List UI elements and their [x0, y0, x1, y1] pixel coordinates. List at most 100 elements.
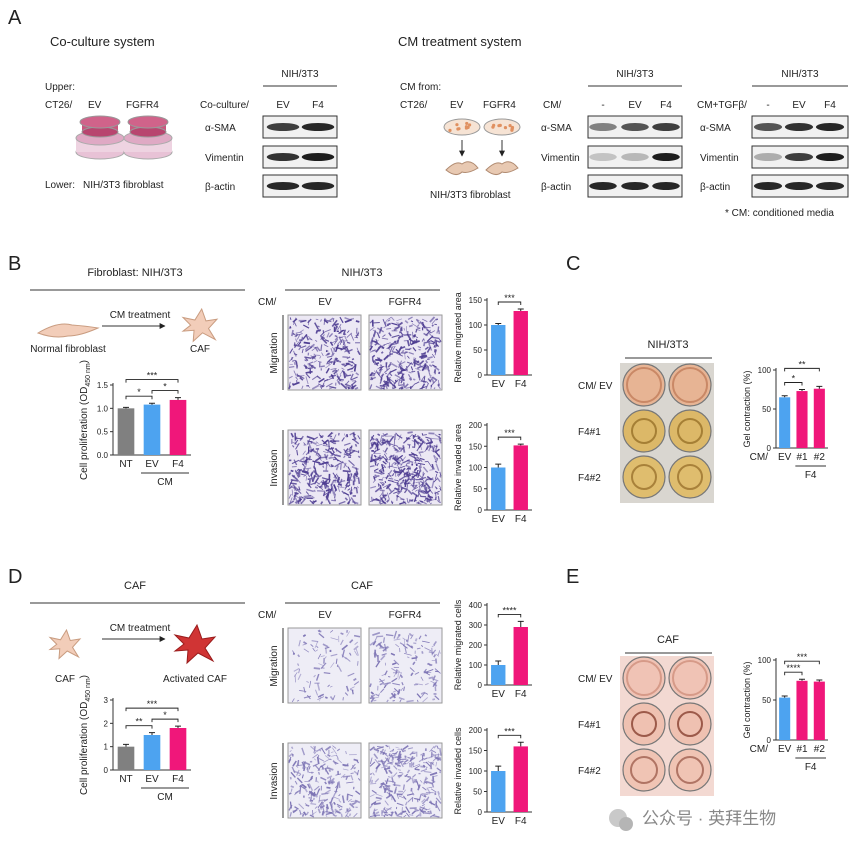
- panel-title: NIH/3T3: [342, 267, 383, 279]
- micrograph-texture: [318, 433, 321, 436]
- micrograph-texture: [415, 683, 423, 686]
- micrograph-texture: [385, 793, 393, 799]
- micrograph-texture: [327, 431, 333, 438]
- micrograph-texture: [302, 813, 305, 817]
- micrograph-texture: [313, 785, 320, 791]
- micrograph-texture: [373, 329, 376, 337]
- micrograph-texture: [307, 361, 314, 365]
- micrograph-texture: [332, 760, 337, 765]
- micrograph-texture: [349, 688, 354, 692]
- micrograph-texture: [410, 370, 414, 373]
- micrograph-texture: [304, 356, 312, 359]
- micrograph-texture: [357, 350, 361, 356]
- micrograph-texture: [350, 774, 354, 781]
- error-bar: [517, 620, 524, 627]
- micrograph-texture: [400, 386, 404, 390]
- micrograph-texture: [406, 333, 412, 340]
- micrograph-texture: [434, 695, 440, 701]
- label: CAF: [55, 674, 75, 685]
- micrograph-texture: [376, 339, 379, 342]
- significance-label: ***: [147, 699, 158, 709]
- micrograph-texture: [420, 352, 426, 355]
- x-tick-label: #1: [796, 452, 808, 463]
- micrograph-texture: [301, 385, 304, 390]
- micrograph-texture: [407, 462, 410, 464]
- micrograph-texture: [328, 769, 332, 773]
- micrograph-texture: [356, 486, 359, 489]
- watermark: 公众号 · 英拜生物: [642, 809, 776, 828]
- blot-band: [621, 123, 649, 131]
- y-axis-label: Cell proliferation (OD450 nm): [79, 675, 92, 795]
- micrograph-texture: [431, 761, 435, 765]
- micrograph-texture: [413, 360, 416, 367]
- dish-cell: [492, 123, 496, 127]
- y-tick-label: 0: [104, 766, 109, 775]
- micrograph-texture: [302, 450, 306, 455]
- micrograph-texture: [296, 468, 300, 471]
- micrograph-texture: [336, 664, 339, 667]
- micrograph-texture: [374, 778, 380, 783]
- micrograph-texture: [369, 746, 375, 752]
- micrograph-texture: [391, 340, 397, 345]
- micrograph-texture: [418, 451, 424, 454]
- micrograph-texture: [288, 471, 292, 476]
- micrograph-texture: [397, 495, 402, 499]
- micrograph-texture: [345, 434, 349, 438]
- micrograph-texture: [322, 465, 325, 468]
- gel-well: [668, 409, 712, 453]
- micrograph-texture: [390, 652, 396, 656]
- micrograph-texture: [344, 318, 352, 324]
- micrograph-texture: [429, 445, 432, 448]
- micrograph-texture: [297, 341, 302, 346]
- micrograph-texture: [350, 445, 353, 452]
- micrograph-texture: [336, 758, 342, 764]
- micrograph-texture: [427, 487, 434, 494]
- micrograph-texture: [415, 470, 419, 476]
- micrograph-texture: [334, 335, 338, 337]
- micrograph-texture: [355, 470, 358, 476]
- micrograph-texture: [305, 475, 308, 481]
- micrograph-texture: [335, 784, 339, 789]
- micrograph-texture: [294, 497, 298, 502]
- micrograph-texture: [429, 810, 432, 815]
- micrograph-texture: [347, 809, 352, 813]
- micrograph-texture: [425, 499, 430, 503]
- gel-disc: [630, 756, 658, 784]
- micrograph-texture: [393, 695, 395, 698]
- micrograph-texture: [294, 333, 298, 338]
- micrograph-texture: [308, 386, 311, 388]
- micrograph-texture: [414, 768, 420, 771]
- micrograph-texture: [351, 801, 357, 806]
- micrograph-texture: [348, 793, 354, 797]
- micrograph-texture: [382, 483, 391, 489]
- micrograph-texture: [306, 764, 310, 770]
- blot-band: [784, 182, 814, 190]
- micrograph-texture: [311, 355, 317, 360]
- label: CM/: [258, 610, 277, 621]
- micrograph-texture: [416, 327, 421, 330]
- micrograph-texture: [295, 436, 298, 440]
- micrograph-texture: [427, 755, 434, 759]
- micrograph-texture: [291, 445, 295, 448]
- micrograph-texture: [344, 448, 349, 454]
- blot-band: [815, 153, 845, 161]
- blot-row-label: Vimentin: [205, 153, 244, 164]
- micrograph-texture: [328, 386, 335, 390]
- micrograph-texture: [374, 486, 382, 493]
- micrograph-texture: [293, 344, 302, 348]
- y-tick-label: 0: [478, 506, 483, 515]
- micrograph-texture: [425, 766, 428, 770]
- micrograph-texture: [406, 760, 411, 764]
- micrograph-texture: [350, 763, 356, 771]
- micrograph-texture: [336, 803, 343, 808]
- micrograph-texture: [331, 319, 338, 328]
- micrograph-texture: [392, 383, 397, 389]
- micrograph-texture: [319, 331, 325, 337]
- micrograph-texture: [411, 463, 414, 466]
- panel-title: NIH/3T3: [648, 339, 689, 351]
- micrograph-texture: [288, 752, 294, 758]
- micrograph-texture: [332, 346, 335, 351]
- significance-bracket: [125, 707, 179, 712]
- y-tick-label: 100: [469, 767, 483, 776]
- micrograph-texture: [380, 654, 386, 661]
